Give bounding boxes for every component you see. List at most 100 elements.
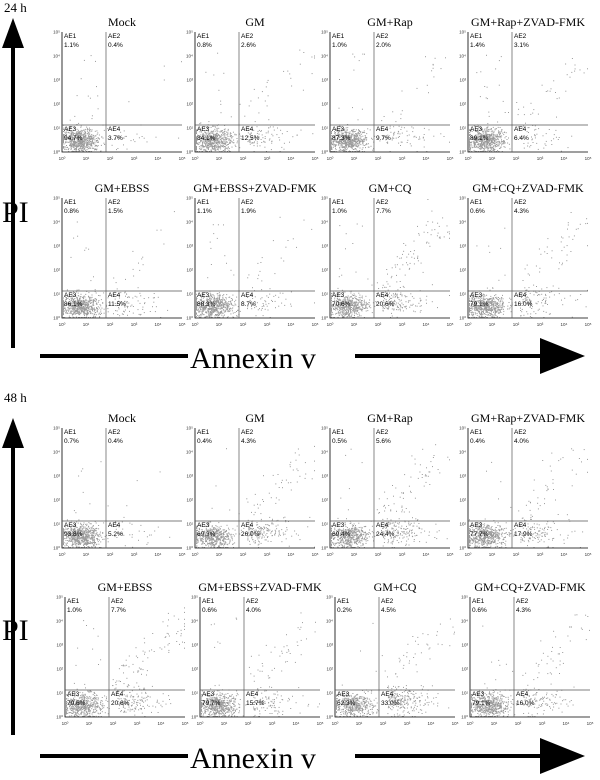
data-point <box>218 305 220 307</box>
data-point <box>63 146 65 148</box>
data-point <box>256 141 258 143</box>
data-point <box>348 139 350 141</box>
data-point <box>80 312 82 314</box>
data-point <box>207 305 209 307</box>
data-point <box>521 127 523 129</box>
data-point <box>148 297 150 299</box>
data-point <box>212 125 213 127</box>
data-point <box>119 297 120 299</box>
data-point <box>90 302 92 304</box>
data-point <box>213 309 215 310</box>
quadrant-name: AE2 <box>108 199 121 206</box>
data-point <box>83 295 85 297</box>
data-point <box>225 297 227 298</box>
data-point <box>342 308 344 310</box>
data-point <box>408 134 410 136</box>
data-point <box>344 129 346 131</box>
data-point <box>351 129 352 131</box>
data-point <box>199 308 201 310</box>
data-point <box>113 313 114 315</box>
data-point <box>339 149 341 150</box>
data-point <box>480 143 482 145</box>
data-point <box>449 295 450 296</box>
data-point <box>338 315 340 316</box>
data-point <box>207 312 209 314</box>
data-point <box>492 138 494 140</box>
data-point <box>387 304 389 306</box>
data-point <box>81 150 83 151</box>
data-point <box>338 302 340 304</box>
data-point <box>75 301 77 303</box>
y-tick-label: 10⁰ <box>53 316 60 321</box>
data-point <box>202 145 204 147</box>
data-point <box>348 131 350 133</box>
data-point <box>230 302 232 304</box>
data-point <box>202 142 204 143</box>
data-point <box>219 296 221 298</box>
data-point <box>469 129 470 131</box>
data-point <box>225 298 227 300</box>
data-point <box>494 135 496 136</box>
data-point <box>82 300 84 302</box>
data-point <box>87 140 89 142</box>
data-point <box>89 300 91 302</box>
data-point <box>202 134 204 136</box>
data-point <box>68 141 70 143</box>
data-point <box>97 308 98 310</box>
data-point <box>475 134 477 136</box>
time-label: 24 h <box>4 0 27 15</box>
data-point <box>211 147 213 149</box>
data-point <box>70 142 72 144</box>
data-point <box>493 148 495 150</box>
data-point <box>89 143 90 145</box>
data-point <box>213 297 215 299</box>
data-point <box>75 304 77 306</box>
quadrant-name: AE2 <box>514 33 527 40</box>
data-point <box>79 314 81 316</box>
data-point <box>355 310 357 311</box>
data-point <box>72 304 74 306</box>
data-point <box>207 299 209 300</box>
data-point <box>196 304 197 306</box>
data-point <box>230 137 232 139</box>
data-point <box>81 303 83 305</box>
data-point <box>482 140 484 142</box>
data-point <box>130 140 132 142</box>
data-point <box>222 131 224 133</box>
data-point <box>78 317 80 318</box>
data-point <box>340 314 342 316</box>
data-point <box>196 138 197 140</box>
data-point <box>85 309 87 310</box>
data-point <box>87 144 89 146</box>
data-point <box>219 308 221 310</box>
data-point <box>353 149 355 150</box>
data-point <box>350 305 352 307</box>
data-point <box>93 308 95 310</box>
data-point <box>84 141 86 143</box>
data-point <box>208 312 210 314</box>
data-point <box>96 148 98 150</box>
data-point <box>206 138 208 139</box>
data-point <box>290 291 292 293</box>
data-point <box>351 301 353 303</box>
data-point <box>496 136 498 138</box>
data-point <box>337 309 339 311</box>
data-point <box>220 311 222 313</box>
data-point <box>87 95 89 97</box>
data-point <box>257 309 259 311</box>
data-point <box>218 138 220 140</box>
data-point <box>84 304 86 306</box>
data-point <box>82 134 84 136</box>
quadrant-value: 0.8% <box>64 208 79 215</box>
data-point <box>370 145 372 147</box>
data-point <box>211 143 212 145</box>
data-point <box>217 298 219 300</box>
data-point <box>205 141 207 143</box>
data-point <box>217 317 219 318</box>
data-point <box>65 132 67 134</box>
data-point <box>344 136 346 138</box>
quadrant-value: 1.4% <box>470 42 485 49</box>
data-point <box>363 317 365 318</box>
data-point <box>210 149 212 151</box>
data-point <box>89 311 91 313</box>
